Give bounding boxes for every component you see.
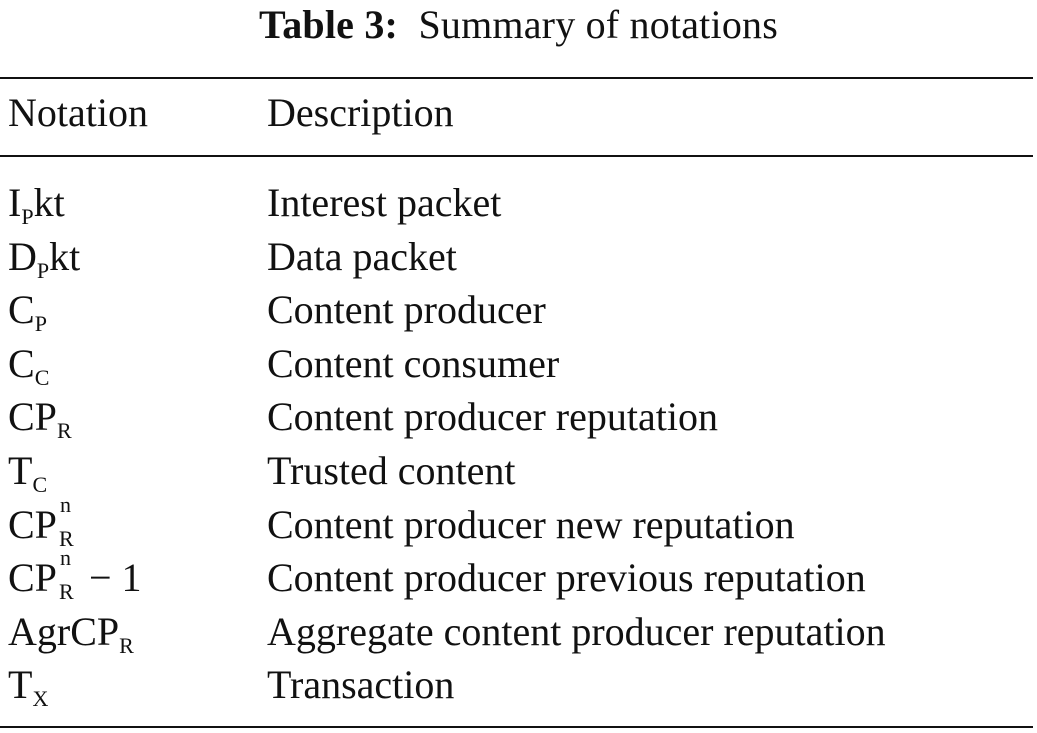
notation-base: C [8, 340, 35, 386]
table-row: DPkt Data packet [0, 230, 1033, 284]
notation-cell: AgrCPR [8, 605, 134, 673]
description-cell: Trusted content [267, 448, 516, 493]
notation-base: T [8, 448, 33, 493]
notation-base: CP [8, 394, 57, 440]
notation-subscript: X [32, 686, 49, 712]
notation-cell: DPkt [8, 230, 80, 298]
table-row: AgrCPR Aggregate content producer reputat… [0, 605, 1033, 659]
notation-base: T [8, 662, 33, 708]
notation-cell: CC [8, 337, 49, 405]
notation-cell: IPkt [8, 176, 65, 244]
notation-cell: CP n R − 1 [8, 547, 142, 605]
description-cell: Aggregate content producer reputation [267, 608, 886, 654]
notation-subscript: R [119, 632, 134, 658]
description-cell: Content producer previous reputation [267, 555, 866, 601]
table-row: CP Content producer [0, 283, 1033, 337]
notation-base: C [8, 287, 35, 333]
description-cell: Data packet [267, 233, 457, 279]
table-header-row: Notation Description [0, 86, 1033, 140]
notation-subscript: R [58, 525, 74, 551]
bottom-rule [0, 726, 1033, 728]
notation-cell: CPR [8, 390, 72, 458]
header-description: Description [267, 90, 454, 135]
header-notation: Notation [8, 90, 148, 135]
notation-subscript: P [36, 257, 50, 283]
notation-cell: CP [8, 283, 47, 351]
notation-cell: TX [8, 658, 48, 726]
notation-tail: kt [49, 233, 81, 279]
notation-subscript: C [34, 364, 50, 390]
description-cell: Interest packet [267, 180, 502, 225]
table-row: TC Trusted content [0, 444, 1033, 498]
header-rule [0, 155, 1033, 157]
table-row: CPR Content producer reputation [0, 390, 1033, 444]
table-row: CP n R − 1 Content producer previous reputat… [0, 547, 1033, 605]
notation-base: I [8, 180, 22, 225]
table-row: TX Transaction [0, 658, 1033, 712]
table-row: IPkt Interest packet [0, 176, 1033, 230]
notation-superscript: n [59, 491, 71, 517]
table-row: CC Content consumer [0, 337, 1033, 391]
top-rule [0, 77, 1033, 79]
notation-subscript: C [32, 472, 48, 497]
notation-subscript: P [21, 204, 34, 229]
description-cell: Content producer reputation [267, 394, 718, 440]
table-row: CP n R Content producer new reputation [0, 493, 1033, 552]
notation-base: D [8, 233, 37, 279]
notation-superscript: n [59, 545, 71, 571]
notation-base: AgrCP [8, 608, 120, 654]
notation-base: CP [8, 501, 57, 547]
notation-cell: TC [8, 444, 47, 512]
description-cell: Content producer new reputation [267, 501, 795, 547]
caption-label: Table 3: [259, 2, 399, 47]
notation-tail: − 1 [88, 555, 142, 601]
notation-subscript: R [56, 418, 72, 444]
table-caption: Table 3: Summary of notations [0, 0, 1037, 50]
caption-title: Summary of notations [418, 2, 778, 47]
description-cell: Transaction [267, 662, 455, 708]
description-cell: Content producer [267, 287, 546, 333]
notation-cell: CP n R [8, 493, 77, 552]
notation-base: CP [8, 555, 57, 601]
notation-subscript: P [34, 311, 47, 337]
notation-subscript: R [58, 579, 74, 605]
notation-tail: kt [33, 180, 65, 225]
description-cell: Content consumer [267, 340, 560, 386]
